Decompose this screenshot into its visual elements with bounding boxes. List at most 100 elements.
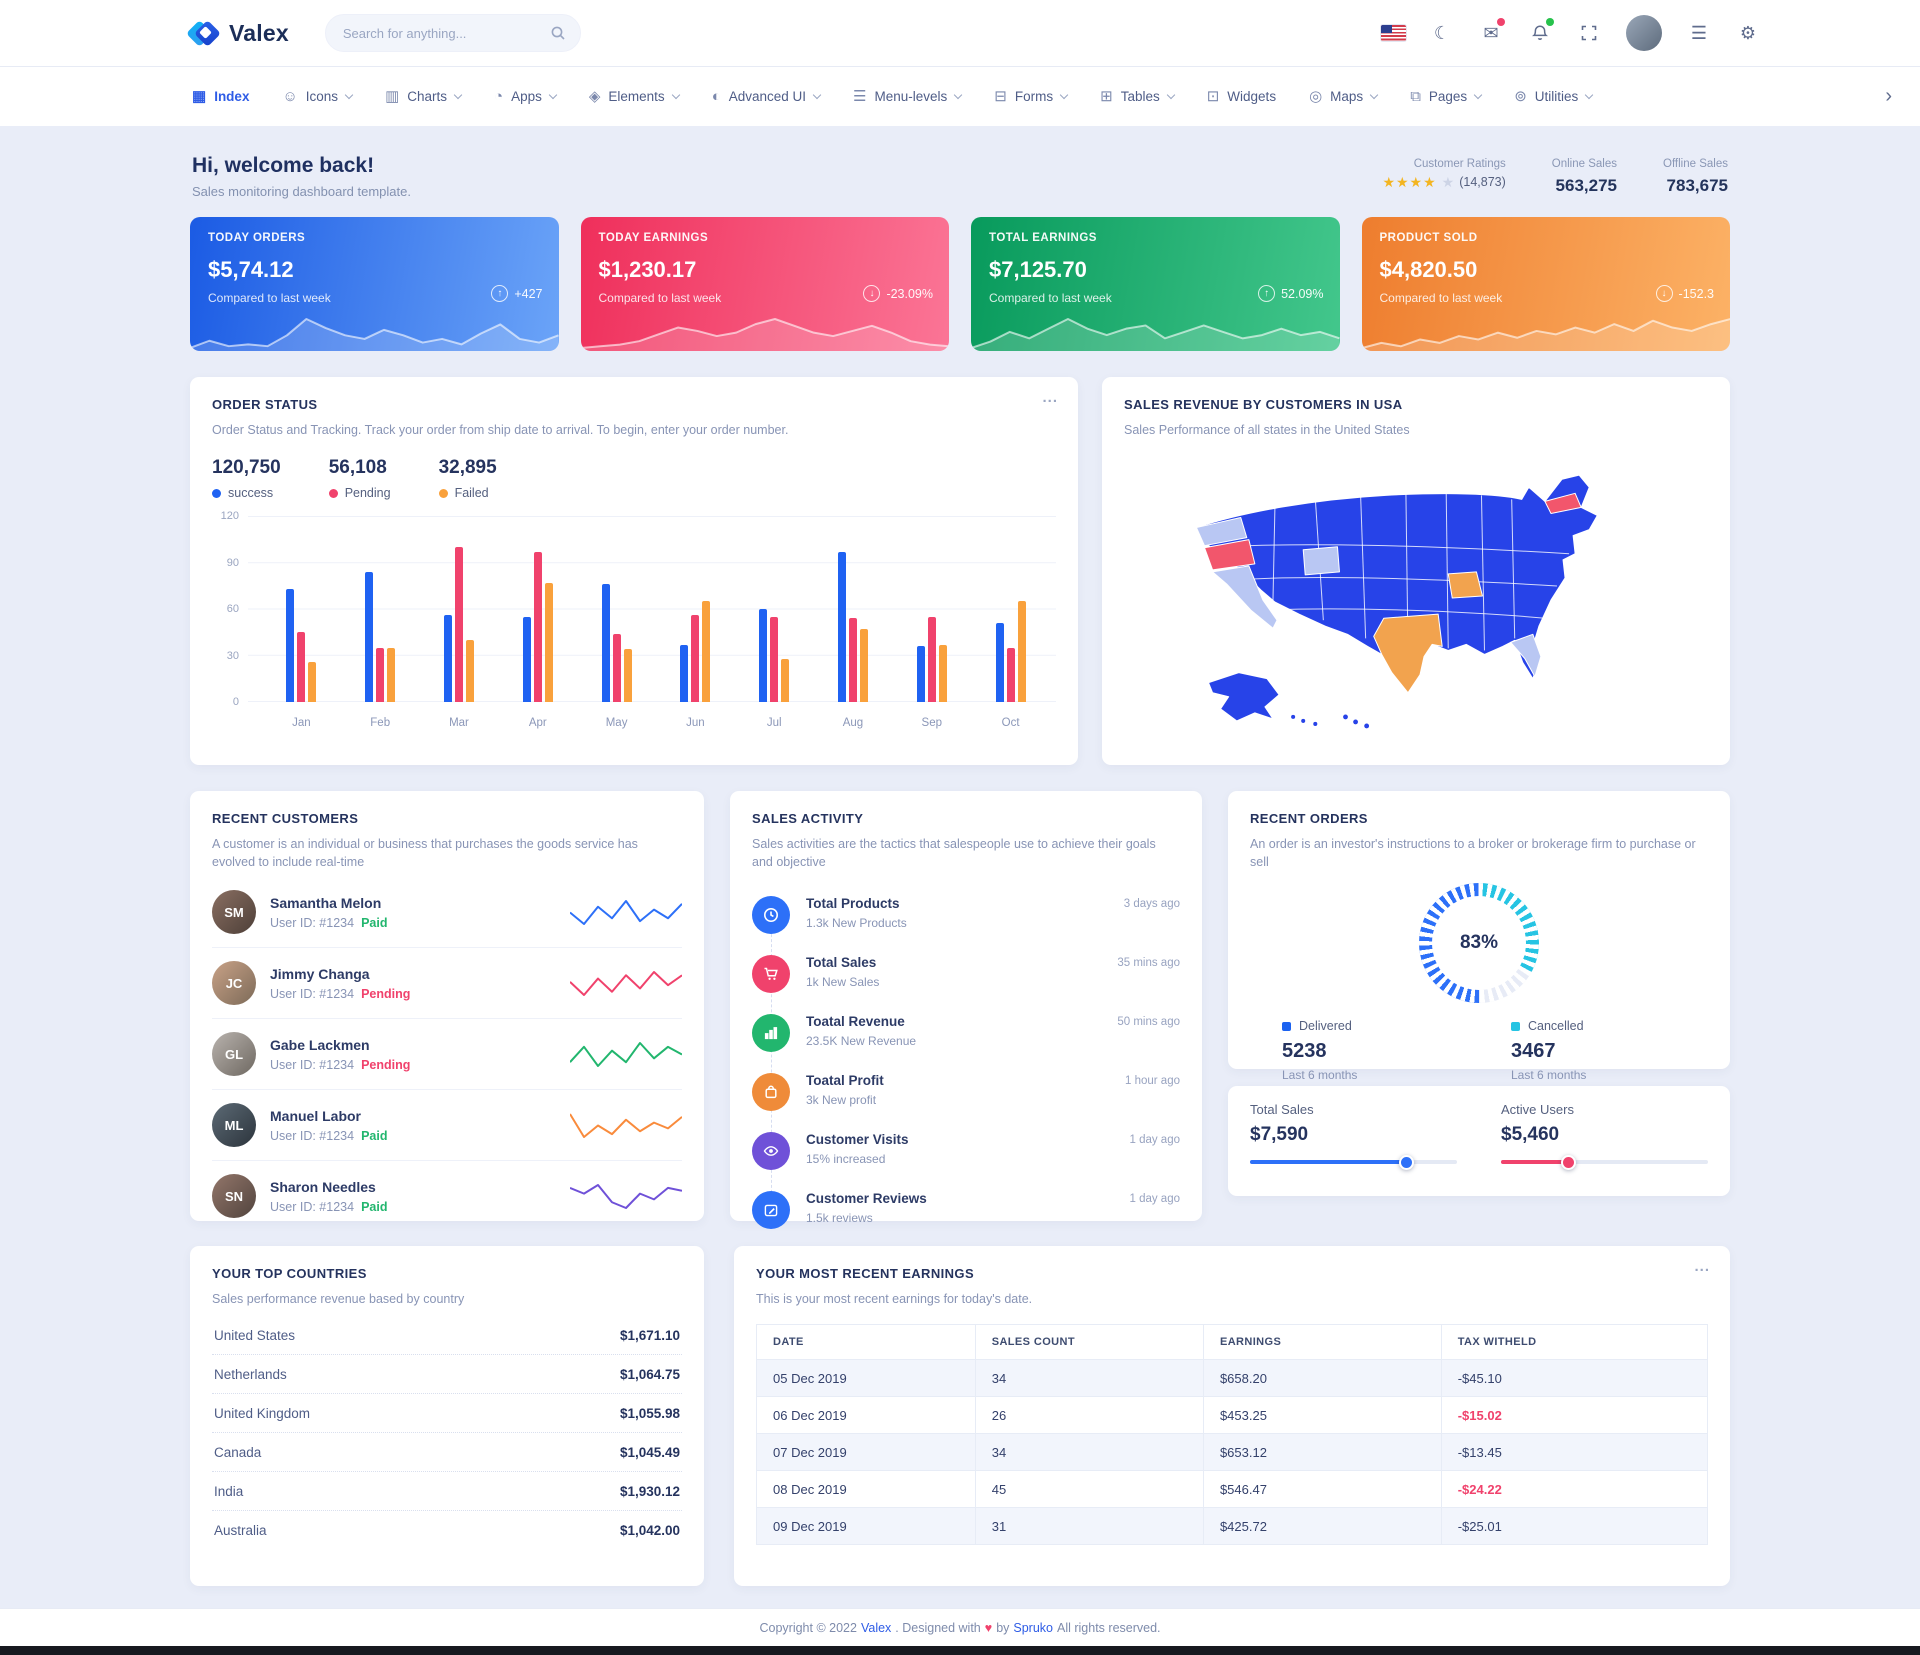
heart-icon: ♥ — [984, 1620, 993, 1635]
nav-item-menu-levels[interactable]: ☰ Menu-levels — [853, 89, 963, 104]
brand-logo[interactable]: Valex — [186, 18, 289, 48]
active-users-slider[interactable] — [1501, 1154, 1708, 1170]
nav-item-elements[interactable]: ◈ Elements — [588, 88, 680, 105]
chart-bar-Pending — [848, 618, 857, 703]
cart-icon — [752, 954, 790, 993]
activity-row: Customer Visits 15% increased 1 day ago — [752, 1121, 1180, 1180]
total-sales-slider[interactable] — [1250, 1154, 1457, 1170]
activity-row: Toatal Profit 3k New profit 1 hour ago — [752, 1062, 1180, 1121]
nav-item-pages[interactable]: ⧉ Pages — [1410, 89, 1483, 104]
today-earnings-card: TODAY EARNINGS $1,230.17 Compared to las… — [580, 217, 949, 351]
legend-square — [1282, 1021, 1291, 1031]
nav-item-maps[interactable]: ◎ Maps — [1309, 89, 1379, 104]
state-florida[interactable] — [1510, 633, 1542, 678]
pie-icon: ◔ — [494, 88, 504, 105]
chart-bar-success — [365, 571, 374, 703]
state-washington[interactable] — [1195, 517, 1248, 547]
y-axis-tick: 60 — [226, 603, 239, 616]
column-sales-count: SALES COUNT — [974, 1324, 1204, 1361]
footer-brand-link[interactable]: Valex — [860, 1620, 892, 1635]
brand-name: Valex — [229, 19, 289, 46]
chart-bar-Failed — [544, 582, 553, 703]
chart-bar-success — [601, 584, 610, 703]
card-title: YOUR TOP COUNTRIES — [212, 1266, 367, 1281]
language-flag-icon[interactable] — [1381, 21, 1406, 45]
state-california[interactable] — [1212, 565, 1278, 629]
clock-icon — [752, 895, 790, 934]
state-alaska[interactable] — [1208, 672, 1280, 722]
trend-sparkline — [971, 318, 1340, 351]
slider-handle[interactable] — [1561, 1154, 1577, 1170]
bar-group — [892, 516, 971, 703]
state-oregon[interactable] — [1203, 539, 1256, 571]
x-axis-label: Feb — [370, 717, 391, 730]
table-row: 09 Dec 2019 31 $425.72 -$25.01 — [756, 1507, 1709, 1546]
status-badge: Pending — [361, 1057, 411, 1072]
x-axis-label: Apr — [528, 717, 547, 730]
arrow-up-icon: ↑ — [1258, 285, 1276, 302]
chart-legend: 120,750 success 56,108 Pending 32,895 Fa… — [212, 457, 1056, 500]
state-texas[interactable] — [1373, 613, 1443, 694]
utilities-icon: ⊚ — [1514, 88, 1527, 105]
fullscreen-icon[interactable] — [1577, 21, 1601, 45]
layers-icon: ◈ — [588, 88, 601, 105]
nav-item-icons[interactable]: ☺ Icons — [282, 88, 354, 105]
customer-avatar: SM — [212, 890, 256, 935]
nav-item-advanced-ui[interactable]: ◐ Advanced UI — [711, 88, 822, 105]
x-axis-label: Jul — [766, 717, 782, 730]
chart-bar-Pending — [770, 616, 779, 703]
search-input[interactable] — [342, 25, 550, 41]
country-row: Netherlands $1,064.75 — [212, 1355, 682, 1395]
card-menu-icon[interactable]: ... — [1694, 1258, 1710, 1275]
nav-item-forms[interactable]: ⊟ Forms — [994, 89, 1069, 104]
palette-icon: ◐ — [711, 88, 721, 105]
card-title: SALES REVENUE BY CUSTOMERS IN USA — [1124, 397, 1403, 412]
notifications-bell-icon[interactable] — [1528, 18, 1554, 45]
bar-group — [814, 516, 893, 703]
sales-activity-card: SALES ACTIVITY Sales activities are the … — [730, 791, 1202, 1229]
slider-handle[interactable] — [1399, 1154, 1415, 1170]
arrow-down-icon: ↓ — [863, 285, 881, 302]
activity-row: Toatal Revenue 23.5K New Revenue 50 mins … — [752, 1003, 1180, 1062]
dark-mode-icon[interactable]: ☾ — [1433, 23, 1451, 43]
chevron-down-icon — [548, 90, 558, 100]
card-description: Sales performance revenue based by count… — [212, 1292, 465, 1306]
settings-gear-icon[interactable]: ⚙ — [1739, 23, 1757, 43]
nav-item-index[interactable]: ▦ Index — [192, 88, 250, 105]
search-box[interactable] — [324, 14, 581, 52]
activity-time: 35 mins ago — [1117, 956, 1180, 969]
customer-row: SN Sharon Needles User ID: #1234 Paid — [212, 1161, 682, 1231]
x-axis-label: Aug — [842, 717, 864, 730]
card-menu-icon[interactable]: ... — [1042, 389, 1058, 406]
state-wyoming[interactable] — [1302, 546, 1340, 576]
footer-spruko-link[interactable]: Spruko — [1013, 1620, 1053, 1635]
ratings-count: (14,873) — [1459, 175, 1506, 189]
edit-pencil-icon — [752, 1190, 790, 1229]
menu-icon[interactable]: ☰ — [1690, 23, 1708, 43]
table-icon: ⊞ — [1100, 88, 1113, 105]
search-icon[interactable] — [550, 25, 566, 41]
nav-item-charts[interactable]: ▥ Charts — [385, 88, 463, 105]
smiley-icon: ☺ — [282, 88, 298, 105]
nav-item-utilities[interactable]: ⊚ Utilities — [1514, 88, 1594, 105]
y-axis-tick: 90 — [226, 556, 239, 569]
arrow-up-icon: ↑ — [491, 285, 509, 302]
chevron-down-icon — [1369, 90, 1379, 100]
card-title: RECENT ORDERS — [1250, 811, 1368, 826]
customer-row: ML Manuel Labor User ID: #1234 Paid — [212, 1090, 682, 1162]
nav-scroll-right-icon[interactable]: › — [1885, 85, 1892, 107]
state-missouri[interactable] — [1447, 571, 1483, 599]
usa-map — [1195, 474, 1598, 729]
activity-time: 1 day ago — [1129, 1133, 1180, 1146]
chart-bar-Failed — [859, 629, 868, 703]
nav-item-apps[interactable]: ◔ Apps — [494, 88, 558, 105]
nav-item-widgets[interactable]: ⊡ Widgets — [1206, 88, 1277, 105]
usa-map-card: SALES REVENUE BY CUSTOMERS IN USA Sales … — [1102, 377, 1730, 765]
bar-chart-icon: ▥ — [385, 88, 400, 105]
card-title: RECENT CUSTOMERS — [212, 811, 359, 826]
state-new-york[interactable] — [1544, 492, 1582, 515]
user-avatar[interactable] — [1626, 15, 1662, 51]
chart-bar-Pending — [691, 615, 700, 703]
messages-icon[interactable]: ✉ — [1479, 18, 1505, 45]
nav-item-tables[interactable]: ⊞ Tables — [1100, 88, 1175, 105]
